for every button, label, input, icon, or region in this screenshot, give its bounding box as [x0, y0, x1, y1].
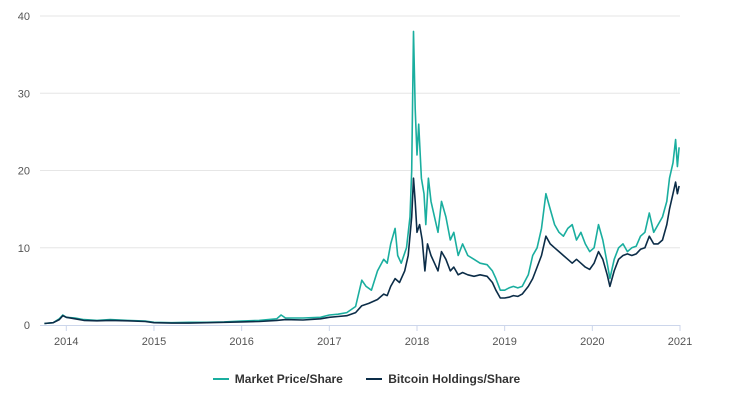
x-tick-label: 2021	[668, 336, 692, 348]
y-axis: 0 10 20 30 40	[18, 11, 30, 332]
legend: Market Price/Share Bitcoin Holdings/Shar…	[0, 372, 733, 386]
legend-label-market-price: Market Price/Share	[234, 372, 343, 386]
x-tick-label: 2015	[142, 336, 166, 348]
legend-label-bitcoin-holdings: Bitcoin Holdings/Share	[388, 372, 521, 386]
y-tick-label: 20	[18, 166, 30, 178]
x-tick-label: 2019	[492, 336, 516, 348]
grid-lines	[40, 15, 680, 249]
x-axis-labels: 2014 2015 2016 2017 2018 2019 2020 2021	[54, 325, 692, 348]
x-tick-label: 2014	[54, 336, 78, 348]
x-tick-label: 2018	[405, 336, 429, 348]
x-tick-label: 2016	[229, 336, 253, 348]
legend-item-market-price[interactable]: Market Price/Share	[212, 372, 343, 386]
legend-item-bitcoin-holdings[interactable]: Bitcoin Holdings/Share	[366, 372, 520, 386]
x-tick-label: 2020	[580, 336, 604, 348]
series-line-market-price	[44, 30, 680, 325]
y-tick-label: 10	[18, 243, 30, 255]
x-tick-label: 2017	[317, 336, 341, 348]
legend-swatch-market-price	[212, 377, 229, 380]
legend-swatch-bitcoin-holdings	[366, 377, 383, 380]
y-tick-label: 40	[18, 11, 30, 23]
series-line-bitcoin-holdings	[44, 177, 680, 325]
y-tick-label: 30	[18, 88, 30, 100]
y-tick-label: 0	[24, 320, 30, 332]
series-lines	[44, 30, 680, 325]
